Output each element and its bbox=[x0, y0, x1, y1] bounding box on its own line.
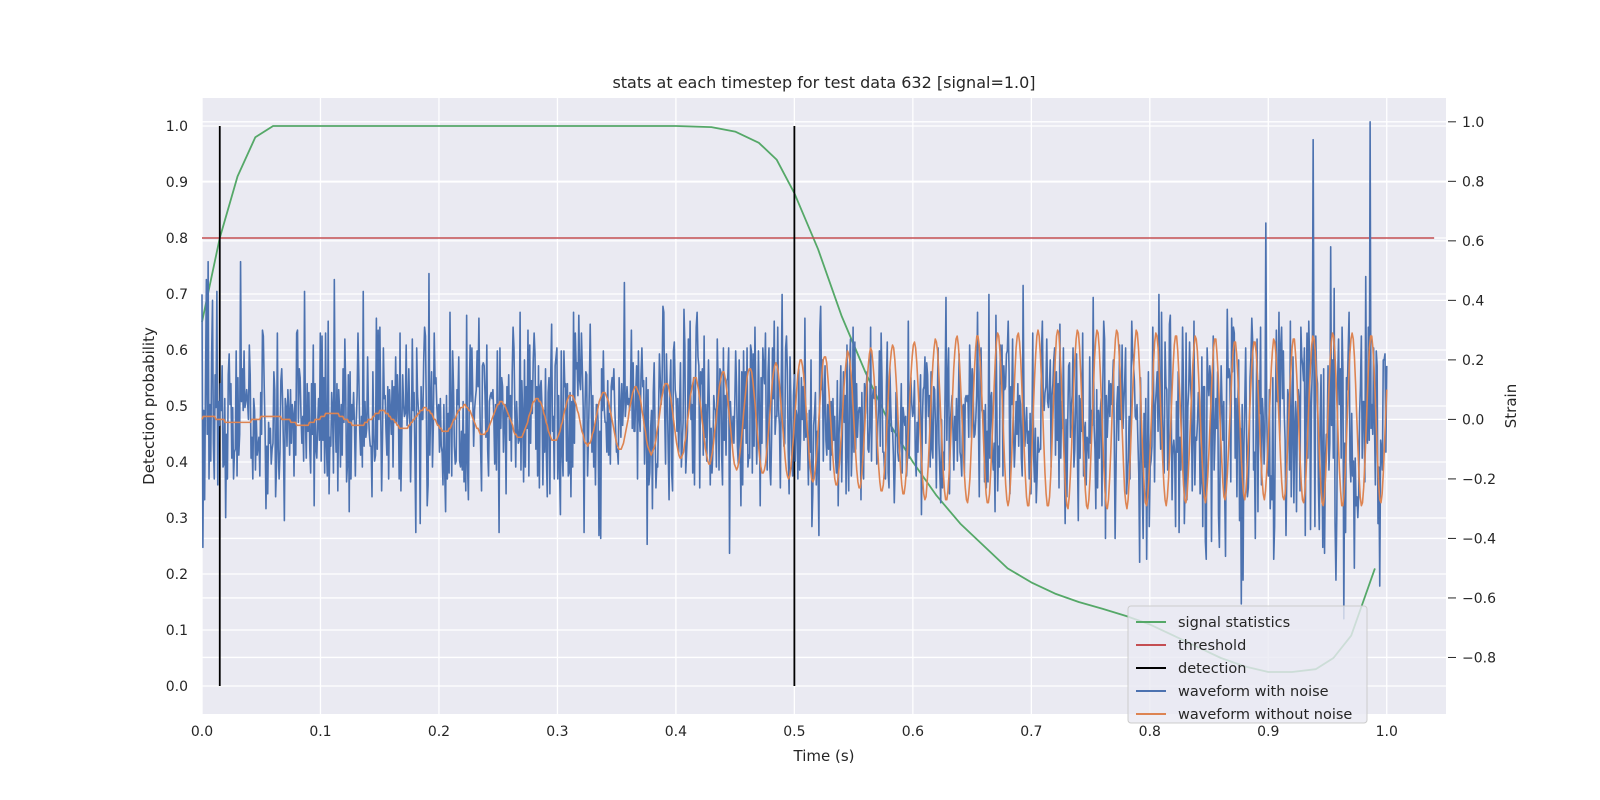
waveform-without-noise-line bbox=[201, 329, 1388, 510]
y-left-tick-label: 0.5 bbox=[166, 399, 188, 415]
legend-label: threshold bbox=[1178, 638, 1246, 654]
y-axis-left-label: Detection probability bbox=[140, 327, 158, 485]
y-right-tick-label: 1.0 bbox=[1462, 115, 1484, 131]
waveform-with-noise-line bbox=[201, 121, 1388, 620]
x-tick-label: 0.5 bbox=[783, 724, 805, 740]
y-right-tick-label: −0.4 bbox=[1462, 531, 1496, 547]
x-tick-label: 0.0 bbox=[191, 724, 213, 740]
plot-lines bbox=[201, 121, 1435, 686]
y-axis-left: 0.0 0.1 0.2 0.3 0.4 0.5 0.6 0.7 0.8 0.9 1.0 bbox=[166, 119, 188, 695]
y-left-tick-label: 0.6 bbox=[166, 343, 188, 359]
y-left-tick-label: 1.0 bbox=[166, 119, 188, 135]
y-left-tick-label: 0.9 bbox=[166, 175, 188, 191]
y-right-tick-label: −0.8 bbox=[1462, 650, 1496, 666]
legend: signal statistics threshold detection wavef… bbox=[1127, 605, 1368, 724]
legend-label: waveform without noise bbox=[1178, 707, 1352, 723]
legend-label: waveform with noise bbox=[1178, 684, 1329, 700]
y-left-tick-label: 0.3 bbox=[166, 511, 188, 527]
y-right-tick-label: 0.6 bbox=[1462, 234, 1484, 250]
y-left-tick-label: 0.8 bbox=[166, 231, 188, 247]
y-left-tick-label: 0.0 bbox=[166, 679, 188, 695]
y-right-tick-label: 0.4 bbox=[1462, 293, 1484, 309]
x-axis: 0.0 0.1 0.2 0.3 0.4 0.5 0.6 0.7 0.8 0.9 1.0 bbox=[191, 724, 1398, 740]
x-tick-label: 1.0 bbox=[1376, 724, 1398, 740]
legend-label: signal statistics bbox=[1178, 615, 1290, 631]
x-tick-label: 0.8 bbox=[1139, 724, 1161, 740]
x-axis-label: Time (s) bbox=[793, 747, 855, 765]
y-left-tick-label: 0.4 bbox=[166, 455, 188, 471]
y-right-tick-label: −0.2 bbox=[1462, 472, 1496, 488]
y-left-tick-label: 0.7 bbox=[166, 287, 188, 303]
x-tick-label: 0.7 bbox=[1020, 724, 1042, 740]
y-right-tick-label: 0.0 bbox=[1462, 412, 1484, 428]
x-tick-label: 0.2 bbox=[428, 724, 450, 740]
chart-title: stats at each timestep for test data 632… bbox=[612, 73, 1035, 92]
y-right-tick-label: −0.6 bbox=[1462, 591, 1496, 607]
legend-box bbox=[1127, 605, 1368, 724]
y-left-tick-label: 0.2 bbox=[166, 567, 188, 583]
legend-label: detection bbox=[1178, 661, 1246, 677]
y-axis-right-label: Strain bbox=[1502, 384, 1520, 428]
y-right-tick-label: 0.8 bbox=[1462, 174, 1484, 190]
x-tick-label: 0.6 bbox=[902, 724, 924, 740]
x-tick-label: 0.1 bbox=[309, 724, 331, 740]
y-axis-right: −0.8 −0.6 −0.4 −0.2 0.0 0.2 0.4 0.6 0.8 1.0 bbox=[1448, 115, 1496, 666]
x-tick-label: 0.9 bbox=[1257, 724, 1279, 740]
y-left-tick-label: 0.1 bbox=[166, 623, 188, 639]
y-right-tick-label: 0.2 bbox=[1462, 353, 1484, 369]
x-tick-label: 0.4 bbox=[665, 724, 687, 740]
x-tick-label: 0.3 bbox=[546, 724, 568, 740]
